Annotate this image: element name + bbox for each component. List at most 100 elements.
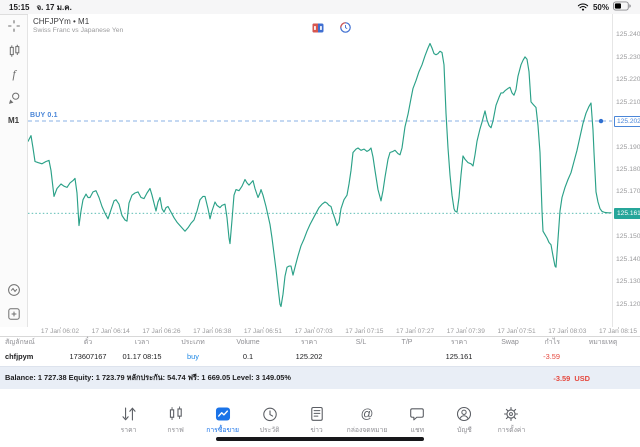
history-icon <box>261 405 279 423</box>
position-cell: 125.202 <box>295 352 323 361</box>
buy-position-label: BUY 0.1 <box>30 112 58 120</box>
positions-table-header: สัญลักษณ์ ตั๋ว เวลา ประเภท Volume ราคา S/L T/P ร… <box>0 336 640 349</box>
objects-button[interactable] <box>0 91 27 110</box>
price-tick-label: 125.190 <box>616 143 640 151</box>
price-chart-svg <box>27 42 612 308</box>
symbol-subtitle: Swiss Franc vs Japanese Yen <box>33 27 124 34</box>
time-tick-label: 17 Jan 06:02 <box>40 328 80 335</box>
column-header: S/L <box>355 339 367 346</box>
price-tick-label: 125.150 <box>616 233 640 241</box>
tab-label: การตั้งค่า <box>497 427 526 434</box>
time-tick-label: 17 Jan 07:51 <box>497 328 536 335</box>
tab-label: กล่องจดหมาย <box>346 427 388 434</box>
price-tick-label: 125.180 <box>616 166 640 173</box>
status-date: จ. 17 ม.ค. <box>36 2 72 12</box>
time-tick-mark <box>313 327 315 329</box>
time-tick-label: 17 Jan 06:38 <box>193 328 232 335</box>
timeframe-label: M1 <box>7 116 20 125</box>
time-tick-mark <box>516 327 518 329</box>
position-cell <box>566 349 640 366</box>
tab-chart[interactable]: กราฟ <box>159 401 193 435</box>
battery-percent: 50% <box>592 2 609 12</box>
trade-icon <box>214 405 232 423</box>
time-tick-label: 17 Jan 06:51 <box>243 328 282 335</box>
position-cell: buy <box>187 352 199 361</box>
price-line <box>27 42 612 308</box>
column-header: ตั๋ว <box>83 339 93 346</box>
price-tick-label: 125.140 <box>616 255 640 263</box>
time-tick-mark <box>212 327 214 329</box>
position-cell <box>488 349 532 366</box>
time-tick-mark <box>567 327 569 329</box>
tab-label: บัญชี <box>457 427 472 434</box>
tab-settings[interactable]: การตั้งค่า <box>494 401 528 435</box>
position-cell: 173607167 <box>69 352 107 361</box>
current-price-box: 125.161 <box>614 208 640 220</box>
crosshair-tool-button[interactable] <box>0 19 27 38</box>
indicators-button[interactable]: f <box>0 67 27 86</box>
floating-profit: -3.59 USD <box>553 374 590 383</box>
time-tick-label: 17 Jan 07:27 <box>396 328 435 335</box>
quotes-icon <box>120 405 138 423</box>
chart-area[interactable]: CHFJPYm • M1 Swiss Franc vs Japanese Yen… <box>27 14 613 327</box>
tab-history[interactable]: ประวัติ <box>253 401 287 435</box>
wifi-icon <box>577 2 589 13</box>
column-header: T/P <box>401 339 413 346</box>
tab-quotes[interactable]: ราคา <box>112 401 146 435</box>
profit-value: -3.59 <box>553 373 571 383</box>
chat-icon <box>408 405 426 423</box>
buy-entry-marker <box>598 118 604 124</box>
tab-account[interactable]: บัญชี <box>447 401 481 435</box>
position-cell: -3.59 <box>543 352 560 361</box>
column-header: Swap <box>501 339 519 346</box>
settings-icon <box>502 405 520 423</box>
position-cell <box>384 349 430 366</box>
home-indicator[interactable] <box>216 436 424 441</box>
timeframe-button[interactable]: M1 <box>0 116 27 125</box>
tab-label: ประวัติ <box>259 427 280 434</box>
quick-trade-button[interactable] <box>0 283 27 302</box>
column-header: ประเภท <box>181 339 205 346</box>
time-tick-mark <box>364 327 366 329</box>
mailbox-icon: @ <box>358 405 376 423</box>
session-clock-icon[interactable] <box>340 20 351 38</box>
new-window-button[interactable] <box>0 307 27 326</box>
chart-toolbar: f M1 <box>0 15 28 336</box>
tab-trade[interactable]: การซื้อขาย <box>206 401 240 435</box>
time-tick-mark <box>110 327 112 329</box>
time-tick-label: 17 Jan 07:03 <box>294 328 333 335</box>
column-header: หมายเหตุ <box>588 339 618 346</box>
price-tick-label: 125.240 <box>616 31 640 39</box>
tab-mailbox[interactable]: @ กล่องจดหมาย <box>347 401 388 435</box>
column-header: ราคา <box>450 339 468 346</box>
position-cell: 125.161 <box>445 352 473 361</box>
tab-label: แชท <box>410 427 425 434</box>
time-tick-label: 17 Jan 08:15 <box>598 328 638 335</box>
time-tick-label: 17 Jan 06:14 <box>91 328 130 335</box>
time-tick-label: 17 Jan 08:03 <box>548 328 587 335</box>
position-cell: 01.17 08:15 <box>122 352 162 361</box>
account-summary-bar: Balance: 1 727.38 Equity: 1 723.79 หลักป… <box>0 366 640 389</box>
one-click-trading-icon[interactable] <box>312 20 324 38</box>
tab-chat[interactable]: แชท <box>400 401 434 435</box>
tab-news[interactable]: ข่าว <box>300 401 334 435</box>
symbol-title: CHFJPYm • M1 <box>33 17 90 26</box>
candlestick-style-button[interactable] <box>0 44 27 63</box>
column-header: ราคา <box>300 339 318 346</box>
chart-icon <box>167 405 185 423</box>
bottom-tab-bar: ราคา กราฟ การซื้อขาย ประวัติ ข่าว @ กล่องจดหมา… <box>0 401 640 435</box>
chart-header: CHFJPYm • M1 Swiss Franc vs Japanese Yen <box>33 17 123 35</box>
status-bar: 15:15 จ. 17 ม.ค. 50% <box>0 0 640 15</box>
time-tick-label: 17 Jan 06:26 <box>142 328 181 335</box>
position-cell: 0.1 <box>242 352 254 361</box>
account-icon <box>455 405 473 423</box>
clock-time: 15:15 <box>9 2 30 12</box>
tab-label: ราคา <box>120 427 137 434</box>
function-glyph: f <box>12 67 17 81</box>
position-row[interactable]: chfjpym 173607167 01.17 08:15 buy 0.1 125.202… <box>0 349 640 366</box>
column-header: กำไร <box>544 339 560 346</box>
position-cell <box>338 349 384 366</box>
price-tick-label: 125.170 <box>616 188 640 196</box>
price-axis: 125.240125.230125.220125.210125.200125.1… <box>613 14 640 327</box>
svg-text:@: @ <box>361 407 374 421</box>
